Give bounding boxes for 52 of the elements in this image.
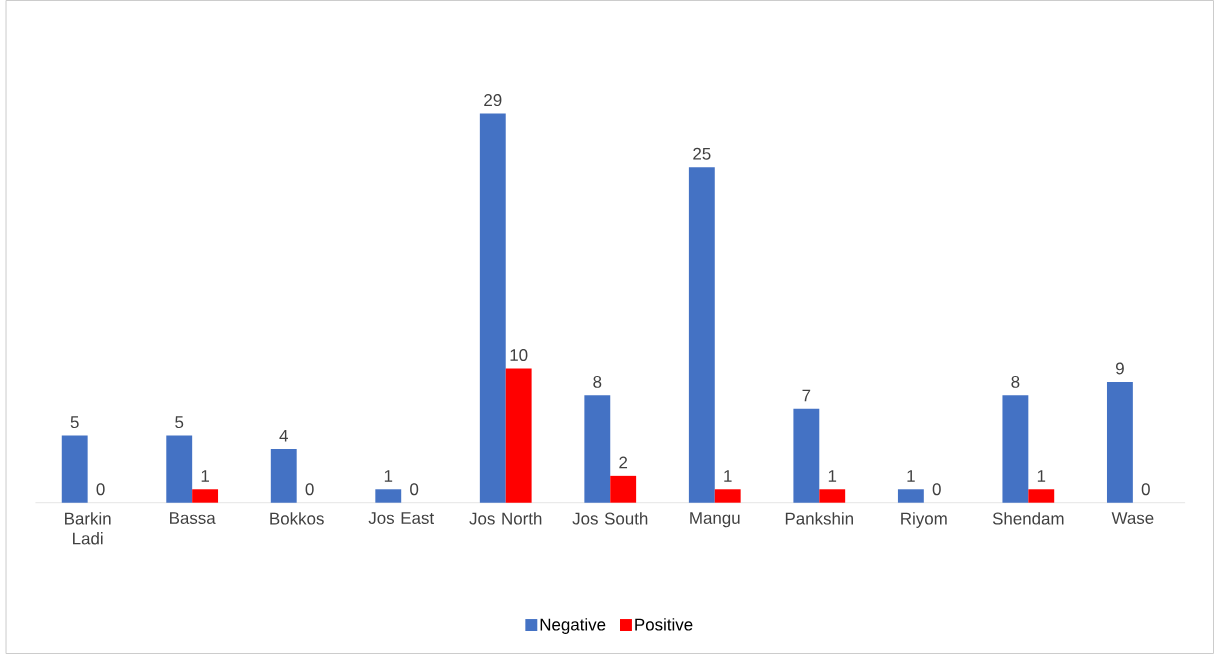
data-label: 29 <box>484 94 502 107</box>
bar <box>1106 381 1133 503</box>
bar <box>505 368 532 503</box>
bar <box>714 489 741 503</box>
x-tick-label: Jos South <box>572 512 648 525</box>
data-label: 1 <box>201 470 209 482</box>
data-label: 5 <box>175 416 184 429</box>
bar <box>375 489 402 503</box>
x-tick-label: Jos North <box>469 512 542 525</box>
bar <box>819 489 846 503</box>
x-tick-label: Jos East <box>368 512 434 524</box>
bar <box>584 395 611 503</box>
data-label: 25 <box>693 147 711 160</box>
bar <box>793 408 820 503</box>
bar <box>1028 489 1055 503</box>
x-tick-label: Bassa <box>170 512 216 524</box>
data-label: 4 <box>279 429 288 442</box>
data-label: 8 <box>593 375 602 388</box>
data-label: 1 <box>384 470 393 482</box>
data-label: 1 <box>724 470 732 482</box>
data-label: 7 <box>802 389 811 402</box>
legend-label: Negative <box>540 618 606 634</box>
data-label: 9 <box>1116 362 1124 375</box>
data-label: 0 <box>96 483 105 496</box>
data-label: 1 <box>828 470 837 482</box>
data-label: 1 <box>907 470 915 482</box>
data-label: 10 <box>510 349 528 362</box>
bar <box>897 489 924 503</box>
bar <box>610 475 637 503</box>
data-label: 1 <box>1037 470 1046 482</box>
bar <box>166 435 193 503</box>
data-label: 2 <box>619 456 628 469</box>
bar <box>688 167 715 503</box>
x-tick-label: Wase <box>1111 512 1154 524</box>
bar <box>479 113 506 503</box>
data-label: 5 <box>70 416 79 429</box>
data-label: 0 <box>305 483 314 496</box>
x-tick-label: Bokkos <box>270 512 324 525</box>
data-label: 8 <box>1011 375 1020 388</box>
x-tick-label: Pankshin <box>785 512 853 525</box>
bar <box>270 449 297 503</box>
data-label: 0 <box>932 483 941 496</box>
x-tick-label: Barkin Ladi <box>65 512 111 545</box>
x-tick-label: Shendam <box>992 512 1064 525</box>
x-tick-label: Riyom <box>901 512 947 528</box>
bar <box>192 489 219 503</box>
bar <box>61 435 88 503</box>
bar <box>1002 395 1029 503</box>
data-label: 0 <box>1141 483 1150 496</box>
x-tick-label: Mangu <box>690 512 740 528</box>
legend-label: Positive <box>635 618 693 631</box>
data-label: 0 <box>410 483 419 496</box>
